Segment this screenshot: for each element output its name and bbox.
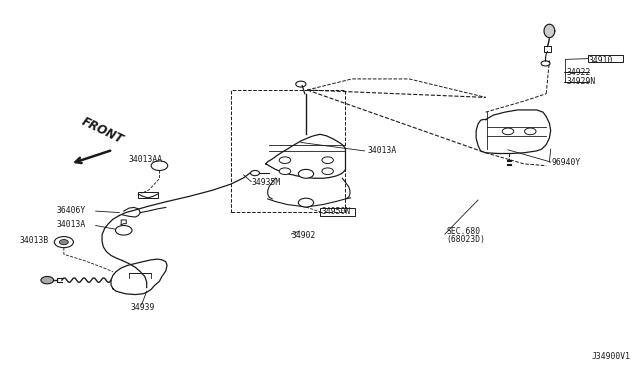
Circle shape <box>279 157 291 163</box>
Polygon shape <box>544 24 555 38</box>
Text: 34013A: 34013A <box>57 220 86 229</box>
Text: 34929N: 34929N <box>566 77 596 86</box>
Text: J34900V1: J34900V1 <box>592 352 631 361</box>
Text: 34902: 34902 <box>291 231 316 240</box>
Circle shape <box>279 168 291 174</box>
Text: 34939: 34939 <box>130 302 154 312</box>
Circle shape <box>322 157 333 163</box>
Circle shape <box>298 198 314 207</box>
Text: 96940Y: 96940Y <box>551 157 580 167</box>
Circle shape <box>298 169 314 178</box>
Circle shape <box>41 276 54 284</box>
Text: 34922: 34922 <box>566 68 591 77</box>
Text: 36406Y: 36406Y <box>57 206 86 215</box>
Text: (68023D): (68023D) <box>446 235 485 244</box>
Text: 34013B: 34013B <box>19 236 49 245</box>
Circle shape <box>60 240 68 245</box>
Circle shape <box>54 237 74 248</box>
Circle shape <box>151 161 168 170</box>
Text: 34013A: 34013A <box>367 147 396 155</box>
Text: 34950N: 34950N <box>321 207 351 217</box>
Bar <box>320 208 355 215</box>
Circle shape <box>525 128 536 135</box>
Circle shape <box>502 128 514 135</box>
Text: SEC.680: SEC.680 <box>446 227 480 235</box>
Text: 34013AA: 34013AA <box>129 155 163 164</box>
Circle shape <box>322 168 333 174</box>
Circle shape <box>115 225 132 235</box>
Bar <box>588 55 623 62</box>
Text: 34910: 34910 <box>589 56 613 65</box>
Text: 34935M: 34935M <box>251 178 280 187</box>
Text: FRONT: FRONT <box>79 115 125 147</box>
Bar <box>138 192 157 198</box>
